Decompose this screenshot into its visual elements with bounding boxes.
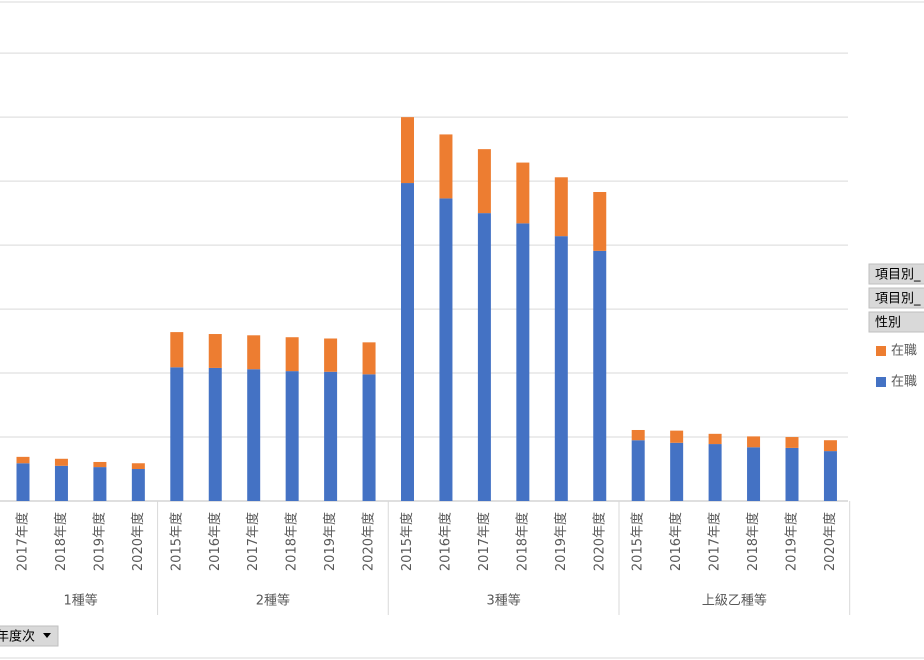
bar-segment bbox=[631, 429, 645, 441]
bar-segment bbox=[670, 430, 684, 443]
bar-segment bbox=[823, 440, 837, 452]
bar-segment bbox=[16, 456, 30, 464]
bar-segment bbox=[131, 463, 145, 470]
bar-segment bbox=[285, 371, 299, 501]
x-tick-label: 2017年度 bbox=[245, 512, 261, 571]
bar-segment bbox=[131, 469, 145, 501]
bar-segment bbox=[170, 367, 184, 501]
bar-segment bbox=[93, 461, 107, 468]
bar-segment bbox=[747, 436, 761, 448]
bar-segment bbox=[631, 440, 645, 501]
x-tick-label: 2020年度 bbox=[591, 512, 607, 571]
legend-swatch bbox=[876, 346, 886, 356]
bar-segment bbox=[593, 192, 607, 251]
field-button[interactable] bbox=[0, 625, 59, 647]
field-button-label[interactable]: 性別 bbox=[875, 316, 901, 331]
bar-segment bbox=[324, 338, 338, 372]
x-tick-label: 2019年度 bbox=[784, 512, 800, 571]
bar-segment bbox=[324, 371, 338, 501]
field-button-label[interactable]: 項目別_ bbox=[875, 268, 921, 283]
field-button[interactable] bbox=[868, 287, 924, 309]
bar-segment bbox=[16, 463, 30, 501]
bar-segment bbox=[439, 198, 453, 501]
x-tick-label: 2020年度 bbox=[822, 512, 838, 571]
bar-segment bbox=[362, 342, 376, 375]
bar-segment bbox=[401, 117, 414, 184]
field-button[interactable] bbox=[868, 263, 924, 285]
legend-swatch bbox=[876, 377, 886, 387]
x-tick-label: 2015年度 bbox=[168, 512, 184, 571]
x-tick-label: 2017年度 bbox=[15, 512, 31, 571]
legend-label: 在職 bbox=[891, 375, 917, 390]
bar-segment bbox=[439, 134, 453, 199]
bar-segment bbox=[93, 467, 107, 501]
dropdown-arrow[interactable] bbox=[43, 633, 51, 638]
bar-segment bbox=[477, 213, 491, 501]
bar-segment bbox=[670, 442, 684, 501]
bar-segment bbox=[208, 367, 222, 501]
bar-segment bbox=[362, 374, 376, 501]
legend-label: 在職 bbox=[891, 344, 917, 359]
field-button-label[interactable]: 年度次 bbox=[0, 629, 35, 645]
x-tick-label: 2019年度 bbox=[553, 512, 569, 571]
bar-segment bbox=[247, 335, 261, 370]
bar-segment bbox=[554, 177, 568, 237]
bar-segment bbox=[516, 162, 530, 224]
bar-segment bbox=[54, 465, 68, 501]
bar-segment bbox=[708, 444, 722, 501]
bar-segment bbox=[516, 223, 530, 501]
x-tick-label: 2020年度 bbox=[130, 512, 146, 571]
x-tick-label: 2019年度 bbox=[322, 512, 338, 571]
x-tick-label: 2020年度 bbox=[361, 512, 377, 571]
field-button[interactable] bbox=[868, 311, 924, 333]
bar-segment bbox=[708, 433, 722, 445]
bar-segment bbox=[208, 334, 222, 368]
bar-segment bbox=[823, 451, 837, 501]
group-label: 3種等 bbox=[486, 593, 520, 609]
x-tick-label: 2018年度 bbox=[745, 512, 761, 571]
bar-segment bbox=[747, 447, 761, 501]
x-tick-label: 2015年度 bbox=[399, 512, 415, 571]
x-tick-label: 2018年度 bbox=[53, 512, 69, 571]
bar-segment bbox=[477, 149, 491, 214]
bar-segment bbox=[54, 458, 68, 466]
x-tick-label: 2016年度 bbox=[207, 512, 223, 571]
bar-segment bbox=[170, 332, 184, 368]
bar-segment bbox=[401, 183, 414, 502]
bar-segment bbox=[247, 369, 261, 501]
x-tick-label: 2016年度 bbox=[437, 512, 453, 571]
x-tick-label: 2018年度 bbox=[514, 512, 530, 571]
bar-segment bbox=[285, 337, 299, 372]
group-label: 1種等 bbox=[64, 593, 98, 609]
x-tick-label: 2016年度 bbox=[668, 512, 684, 571]
group-label: 上級乙種等 bbox=[702, 593, 767, 609]
x-tick-label: 2018年度 bbox=[284, 512, 300, 571]
bar-segment bbox=[785, 447, 799, 501]
x-tick-label: 2017年度 bbox=[476, 512, 492, 571]
bar-segment bbox=[593, 250, 607, 501]
x-tick-label: 2017年度 bbox=[707, 512, 723, 571]
bar-segment bbox=[554, 236, 568, 501]
x-tick-label: 2019年度 bbox=[91, 512, 107, 571]
x-tick-label: 2015年度 bbox=[630, 512, 646, 571]
bar-segment bbox=[785, 437, 799, 448]
field-button-label[interactable]: 項目別_ bbox=[875, 292, 921, 307]
group-label: 2種等 bbox=[256, 593, 290, 609]
